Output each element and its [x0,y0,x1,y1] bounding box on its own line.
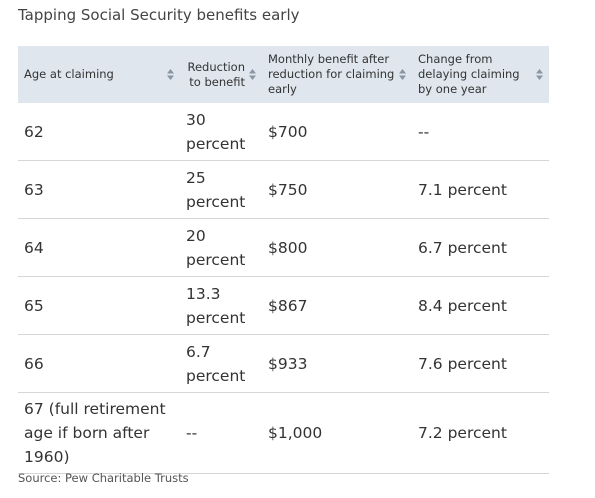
header-label: Age at claiming [24,67,114,81]
table-cell: 25 percent [180,160,262,219]
header-wrap: Monthly benefit after reduction for clai… [268,52,406,97]
sort-icon[interactable] [249,69,256,80]
table-cell: 13.3 percent [180,276,262,335]
table-cell: 6.7 percent [180,334,262,393]
sort-icon[interactable] [536,69,543,80]
table-cell: -- [412,103,549,161]
table-cell: 63 [18,160,180,219]
table-cell: 6.7 percent [412,218,549,277]
table-cell: 7.2 percent [412,392,549,474]
table-cell: $933 [262,334,412,393]
sort-icon[interactable] [167,69,174,80]
source-note: Source: Pew Charitable Trusts [18,471,189,485]
table-cell: 30 percent [180,103,262,161]
table-cell: 20 percent [180,218,262,277]
column-header[interactable]: Change from delaying claiming by one yea… [412,46,549,103]
sort-icon[interactable] [399,69,406,80]
column-header[interactable]: Reduction to benefit [180,46,262,103]
column-header[interactable]: Monthly benefit after reduction for clai… [262,46,412,103]
header-wrap: Change from delaying claiming by one yea… [418,52,543,97]
table-cell: 62 [18,103,180,161]
table-row: 64 20 percent $800 6.7 percent [18,218,549,277]
table-cell: 7.6 percent [412,334,549,393]
benefits-table: Age at claiming Reduction to benefit Month… [18,46,549,474]
table-cell: $867 [262,276,412,335]
table-cell: 66 [18,334,180,393]
table-cell: -- [180,392,262,474]
table-row: 65 13.3 percent $867 8.4 percent [18,276,549,335]
table-cell: $800 [262,218,412,277]
table-body: 62 30 percent $700 -- 63 25 percent $750 7.1 pe… [18,103,549,474]
table-row: 62 30 percent $700 -- [18,103,549,161]
header-label: Reduction to benefit [187,59,246,89]
table-cell: 65 [18,276,180,335]
table-cell: $1,000 [262,392,412,474]
header-label: Monthly benefit after reduction for clai… [268,52,395,96]
header-wrap: Age at claiming [24,67,174,82]
column-header[interactable]: Age at claiming [18,46,180,103]
table-cell: $750 [262,160,412,219]
table-row: 66 6.7 percent $933 7.6 percent [18,334,549,393]
table-row: 67 (full retirement age if born after 19… [18,392,549,474]
header-wrap: Reduction to benefit [186,60,256,90]
page-title: Tapping Social Security benefits early [18,6,300,24]
table-cell: $700 [262,103,412,161]
table-row: 63 25 percent $750 7.1 percent [18,160,549,219]
table-cell: 67 (full retirement age if born after 19… [18,392,180,474]
header-row: Age at claiming Reduction to benefit Month… [18,46,549,103]
table-cell: 7.1 percent [412,160,549,219]
table-cell: 8.4 percent [412,276,549,335]
header-label: Change from delaying claiming by one yea… [418,52,520,96]
table-cell: 64 [18,218,180,277]
